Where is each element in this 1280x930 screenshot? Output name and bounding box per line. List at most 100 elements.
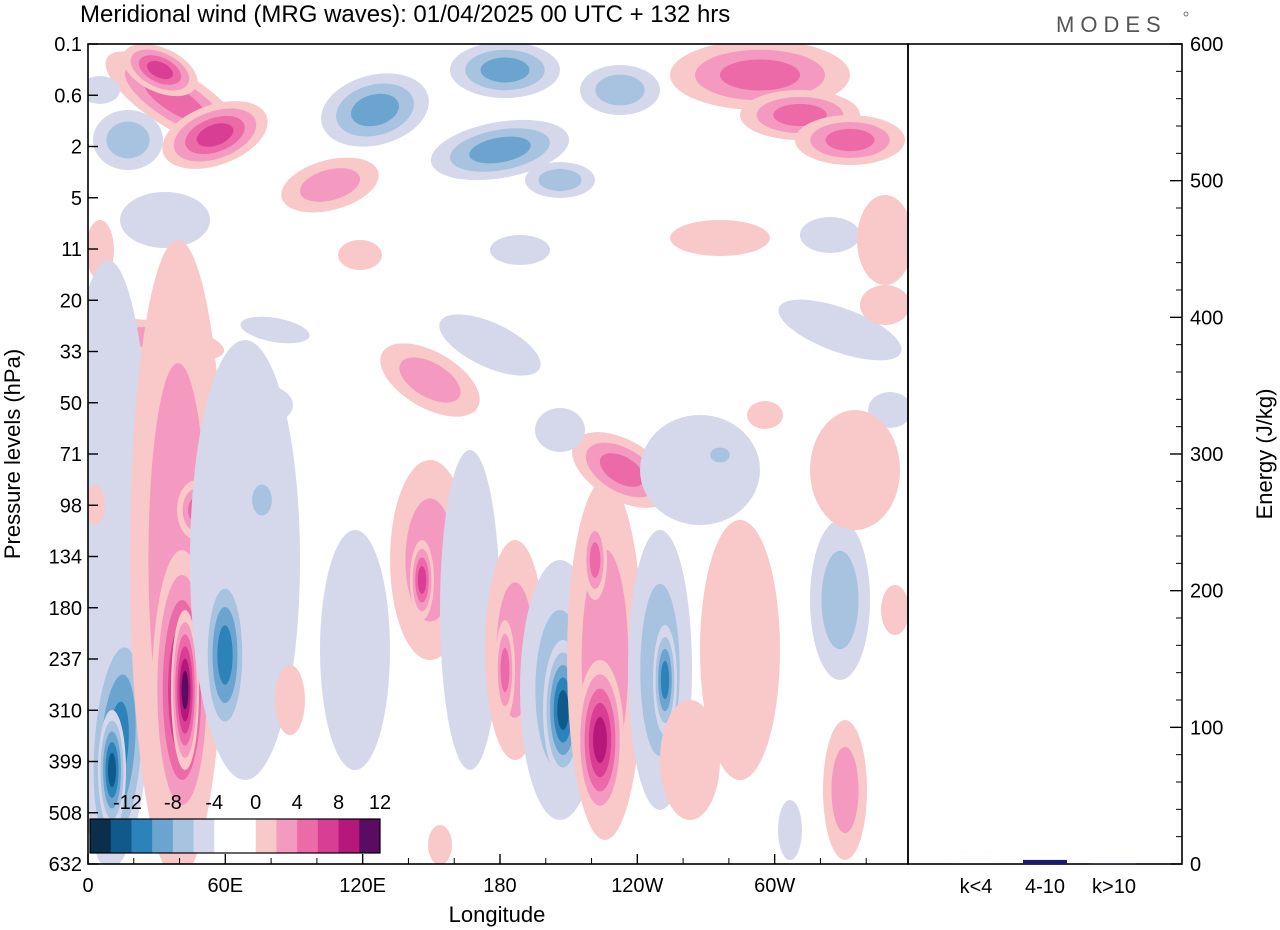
pressure-tick-label: 20 — [60, 290, 82, 312]
contour-level — [599, 453, 645, 487]
colorbar-swatch — [90, 819, 112, 853]
negative-wind-region — [810, 520, 870, 680]
pressure-tick-label: 33 — [60, 342, 82, 364]
chart-title: Meridional wind (MRG waves): 01/04/2025 … — [80, 1, 730, 28]
energy-panel-frame — [907, 43, 1183, 865]
negative-wind-region — [320, 530, 390, 770]
positive-wind-region — [380, 343, 480, 417]
negative-wind-region — [580, 65, 660, 115]
contour-level — [773, 103, 827, 127]
contour-level — [440, 450, 500, 770]
contour-level — [469, 136, 531, 164]
contour-level — [300, 168, 360, 202]
colorbar-label: -8 — [164, 792, 182, 814]
contour-level — [399, 357, 461, 403]
energy-tick-label: 0 — [1190, 854, 1201, 876]
energy-tick-label: 400 — [1190, 307, 1223, 329]
contour-level — [821, 550, 859, 650]
negative-wind-region — [704, 443, 736, 467]
pressure-axis: 0.1 0.6 2 5 11 20 33 50 71 98 134 180 237 310 399 508 63… — [49, 34, 98, 876]
positive-wind-region — [857, 195, 908, 285]
contour-level — [320, 530, 390, 770]
contour-level — [106, 121, 150, 159]
contour-level — [778, 299, 902, 361]
contour-level — [351, 93, 399, 127]
colorbar-label: 4 — [292, 792, 303, 814]
colorbar-swatch — [255, 819, 277, 853]
contour-level — [670, 220, 770, 256]
pressure-tick-label: 5 — [71, 188, 82, 210]
contour-level — [240, 316, 310, 344]
positive-wind-region — [823, 720, 867, 860]
negative-wind-region — [778, 800, 802, 860]
x-axis-label: Longitude — [449, 902, 546, 927]
pressure-tick-label: 0.1 — [54, 34, 82, 56]
energy-category-label: 4-10 — [1025, 876, 1065, 898]
negative-wind-region — [203, 570, 247, 740]
colorbar-swatch — [110, 819, 132, 853]
colorbar-frame — [89, 818, 381, 854]
colorbar-label: 12 — [369, 792, 391, 814]
positive-wind-region — [495, 620, 515, 720]
energy-categories: k<4 4-10 k>10 — [960, 876, 1136, 898]
contour-level — [275, 665, 305, 735]
colorbar-swatch — [297, 819, 319, 853]
longitude-tick-label: 120E — [339, 875, 386, 897]
positive-wind-region — [275, 665, 305, 735]
energy-bar — [1092, 863, 1136, 865]
contour-level — [146, 60, 174, 80]
logo-mark-icon — [1183, 11, 1189, 17]
negative-wind-region — [246, 475, 278, 525]
negative-wind-region — [240, 316, 310, 344]
colorbar-swatch — [317, 819, 340, 853]
pressure-tick-label: 98 — [60, 495, 82, 517]
positive-wind-region — [670, 220, 770, 256]
positive-wind-region — [171, 610, 199, 770]
pressure-tick-label: 399 — [49, 752, 82, 774]
energy-tick-label: 200 — [1190, 581, 1223, 603]
negative-wind-region — [440, 450, 500, 770]
negative-wind-region — [88, 76, 120, 104]
energy-tick-label: 100 — [1190, 717, 1223, 739]
positive-wind-region — [162, 101, 268, 169]
colorbar-label: 8 — [333, 792, 344, 814]
contour-level — [640, 415, 760, 525]
positive-wind-region — [810, 410, 900, 530]
energy-axis: 0 100 200 300 400 500 600 — [1170, 34, 1223, 876]
negative-wind-region — [778, 299, 902, 361]
pressure-tick-label: 2 — [71, 137, 82, 159]
contour-level — [778, 800, 802, 860]
pressure-tick-label: 0.6 — [54, 85, 82, 107]
colorbar-swatch — [276, 819, 298, 853]
colorbar-label: -4 — [205, 792, 223, 814]
pressure-tick-label: 180 — [49, 598, 82, 620]
contour-level — [439, 314, 541, 376]
contour-level — [660, 700, 720, 820]
positive-wind-region — [660, 700, 720, 820]
longitude-axis: 0 60E 120E 180 120W 60W — [82, 854, 867, 897]
positive-wind-region — [410, 540, 434, 620]
energy-bar — [1023, 859, 1067, 864]
negative-wind-region — [640, 415, 760, 525]
contour-level — [181, 670, 189, 710]
positive-wind-region — [747, 401, 783, 429]
colorbar-swatch — [214, 819, 236, 853]
contour-level — [589, 542, 601, 578]
colorbar-swatch — [359, 819, 381, 853]
contour-level — [490, 235, 550, 265]
contour-level — [800, 217, 860, 253]
pressure-tick-label: 237 — [49, 649, 82, 671]
contour-field — [88, 44, 908, 864]
positive-wind-region — [860, 285, 908, 325]
negative-wind-region — [653, 625, 677, 735]
pressure-tick-label: 310 — [49, 700, 82, 722]
colorbar-label: -12 — [113, 792, 142, 814]
contour-level — [196, 123, 234, 147]
colorbar-swatch — [338, 819, 360, 853]
colorbar-swatch — [131, 819, 153, 853]
longitude-tick-label: 60W — [754, 875, 795, 897]
modes-logo: MODES — [1056, 12, 1167, 37]
contour-level — [252, 484, 272, 516]
positive-wind-region — [576, 660, 624, 820]
colorbar-swatch — [235, 819, 257, 853]
